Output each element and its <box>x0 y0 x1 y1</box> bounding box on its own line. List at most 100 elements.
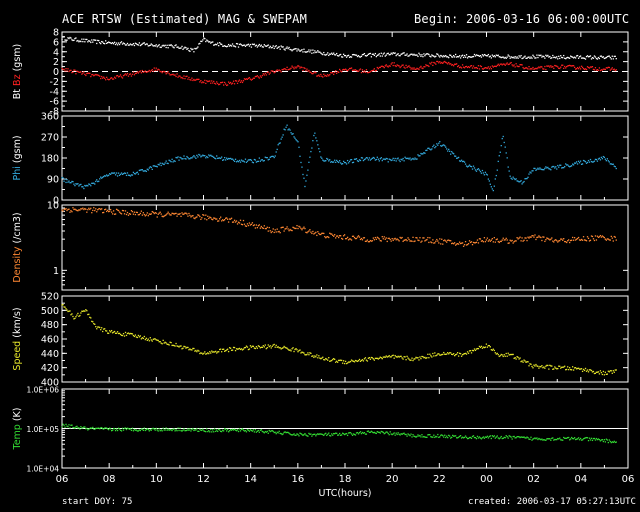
data-point-bz <box>538 66 540 68</box>
data-point-density <box>201 217 203 219</box>
data-point-bt <box>166 44 168 47</box>
data-point-bt <box>466 57 469 59</box>
data-point-bz <box>403 66 405 68</box>
data-point-speed <box>253 347 256 349</box>
data-point-density <box>502 237 504 239</box>
data-point-phi <box>190 157 192 159</box>
data-point-bz <box>494 65 496 67</box>
data-point-bt <box>274 45 276 48</box>
data-point-density <box>102 212 104 214</box>
data-point-phi <box>115 172 118 174</box>
data-point-speed <box>230 349 233 351</box>
data-point-density <box>138 213 141 216</box>
data-point-bt <box>569 57 571 59</box>
data-point-density <box>242 219 245 222</box>
data-point-temp <box>165 427 167 429</box>
data-point-speed <box>405 359 407 361</box>
data-point-bt <box>299 50 301 52</box>
data-point-bz <box>270 70 272 72</box>
data-point-phi <box>248 159 251 161</box>
data-point-temp <box>344 433 347 435</box>
data-point-temp <box>459 435 462 437</box>
data-point-bz <box>175 75 177 78</box>
data-point-density <box>525 237 527 239</box>
data-point-speed <box>84 310 86 312</box>
data-point-bt <box>256 46 259 48</box>
data-point-temp <box>121 427 124 430</box>
data-point-temp <box>599 440 602 442</box>
data-point-density <box>101 208 103 210</box>
data-point-density <box>558 240 560 242</box>
data-point-bz <box>180 77 182 79</box>
data-point-density <box>74 208 76 210</box>
data-point-density <box>384 238 386 240</box>
data-point-phi <box>225 157 228 159</box>
data-point-bz <box>338 68 341 71</box>
data-point-bz <box>576 66 579 69</box>
data-point-density <box>208 217 210 220</box>
data-point-speed <box>151 340 153 342</box>
data-point-temp <box>350 433 353 435</box>
data-point-bz <box>163 70 165 73</box>
data-point-bz <box>565 67 567 69</box>
data-point-speed <box>358 358 361 361</box>
data-point-phi <box>584 161 587 163</box>
data-point-temp <box>354 434 357 436</box>
data-point-phi <box>403 160 405 162</box>
data-point-bt <box>293 48 295 50</box>
data-point-temp <box>111 429 114 431</box>
data-point-density <box>492 241 494 243</box>
data-point-temp <box>129 428 132 430</box>
data-point-speed <box>105 330 107 332</box>
data-point-speed <box>215 350 217 353</box>
data-point-speed <box>564 365 566 367</box>
data-point-bz <box>228 82 231 85</box>
data-point-phi <box>440 145 442 147</box>
data-point-temp <box>449 435 451 437</box>
data-point-bt <box>80 40 82 43</box>
data-point-bz <box>574 68 577 70</box>
data-point-density <box>505 237 507 240</box>
data-point-phi <box>463 161 466 163</box>
data-point-density <box>353 236 356 239</box>
data-point-speed <box>554 366 556 368</box>
data-point-bt <box>324 54 326 56</box>
data-point-speed <box>510 353 512 356</box>
data-point-bt <box>520 54 522 57</box>
data-point-temp <box>343 433 346 436</box>
data-point-bz <box>549 66 551 68</box>
data-point-phi <box>592 161 595 163</box>
data-point-bz <box>69 69 71 72</box>
data-point-speed <box>533 364 535 366</box>
data-point-temp <box>199 428 201 430</box>
data-point-bt <box>507 54 509 56</box>
data-point-speed <box>220 348 222 350</box>
data-point-density <box>598 236 601 238</box>
data-point-bz <box>408 65 410 67</box>
data-point-speed <box>464 352 467 355</box>
data-point-bz <box>595 69 598 71</box>
data-point-temp <box>130 429 133 432</box>
data-point-speed <box>87 313 89 316</box>
data-point-temp <box>328 432 330 434</box>
data-point-bt <box>232 45 235 47</box>
data-point-density <box>477 242 480 244</box>
data-point-speed <box>85 309 87 311</box>
data-point-phi <box>92 182 94 184</box>
data-point-phi <box>434 147 436 149</box>
data-point-density <box>490 239 492 241</box>
data-point-phi <box>196 154 198 157</box>
data-point-bz <box>350 67 353 69</box>
data-point-speed <box>153 338 155 340</box>
data-point-speed <box>524 360 526 362</box>
data-point-bt <box>211 41 213 43</box>
data-point-speed <box>155 339 157 341</box>
data-point-bt <box>81 38 83 40</box>
data-point-bz <box>511 64 513 66</box>
ylabel-speed: Speed (km/s) <box>12 307 23 370</box>
data-point-density <box>463 244 466 246</box>
data-point-temp <box>368 431 371 434</box>
data-point-bt <box>333 52 335 54</box>
data-point-density <box>143 213 145 216</box>
